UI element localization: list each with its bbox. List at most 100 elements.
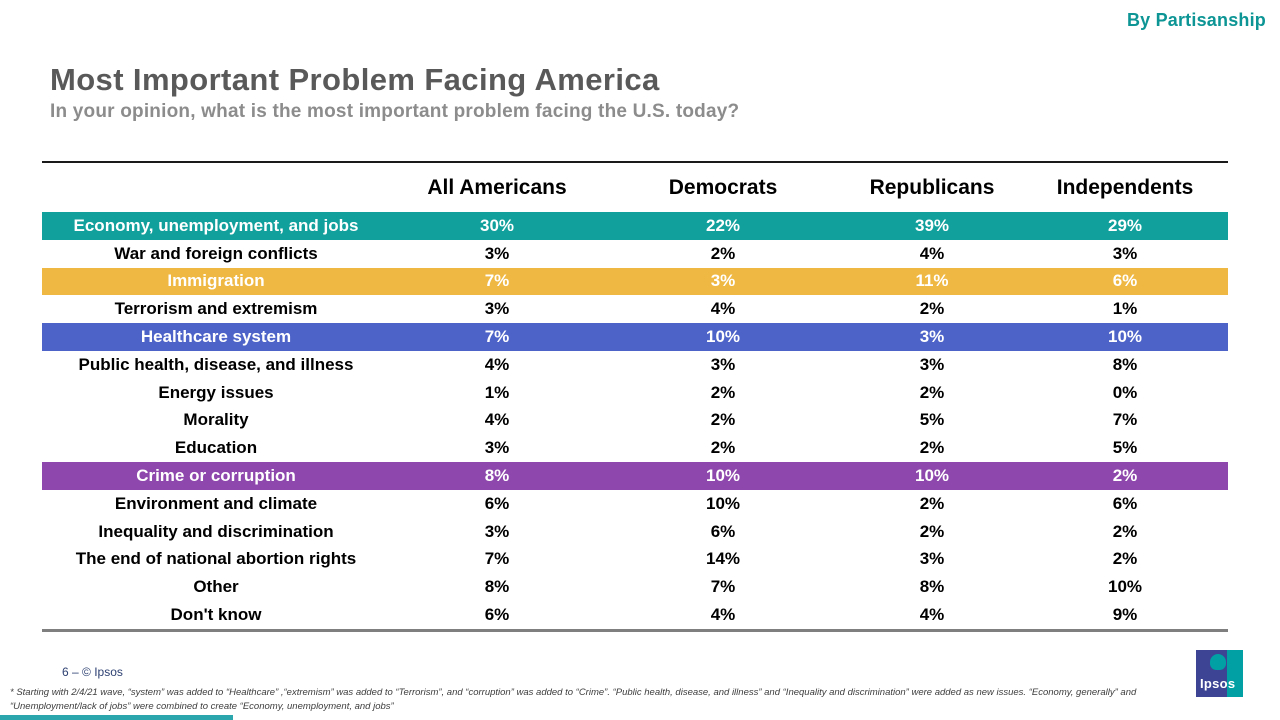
table-row: Public health, disease, and illness 4% 3% 3… xyxy=(42,350,1228,379)
row-label: Education xyxy=(174,438,258,458)
row-value: 8% xyxy=(1112,354,1138,374)
row-value: 2% xyxy=(710,382,736,402)
row-value: 8% xyxy=(919,577,945,597)
row-label: Don't know xyxy=(170,605,262,625)
row-value: 3% xyxy=(1112,243,1138,263)
row-value: 4% xyxy=(710,299,736,319)
row-value: 7% xyxy=(1112,410,1138,430)
row-value: 2% xyxy=(710,243,736,263)
row-value: 2% xyxy=(919,438,945,458)
row-label: The end of national abortion rights xyxy=(75,549,357,569)
row-label: Terrorism and extremism xyxy=(114,299,318,319)
row-value: 3% xyxy=(484,243,510,263)
row-value: 7% xyxy=(710,577,736,597)
row-value: 3% xyxy=(919,354,945,374)
row-label: Energy issues xyxy=(158,382,274,402)
row-value: 10% xyxy=(1107,327,1143,347)
row-value: 7% xyxy=(484,271,510,291)
row-value: 9% xyxy=(1112,605,1138,625)
table-row: Terrorism and extremism 3% 4% 2% 1% xyxy=(42,295,1228,324)
row-value: 6% xyxy=(1112,271,1138,291)
logo-teal-panel xyxy=(1227,650,1243,697)
column-header-republicans: Republicans xyxy=(869,175,995,199)
row-label: War and foreign conflicts xyxy=(114,243,318,263)
row-value: 3% xyxy=(710,271,736,291)
row-value: 4% xyxy=(919,243,945,263)
row-value: 2% xyxy=(919,493,945,513)
row-value: 3% xyxy=(484,521,510,541)
column-header-independents: Independents xyxy=(1056,175,1194,199)
row-value: 3% xyxy=(710,354,736,374)
row-value: 2% xyxy=(919,382,945,402)
row-value: 39% xyxy=(914,215,950,235)
row-value: 3% xyxy=(484,299,510,319)
row-value: 5% xyxy=(919,410,945,430)
table-row: Morality 4% 2% 5% 7% xyxy=(42,406,1228,435)
page-title: Most Important Problem Facing America xyxy=(50,61,660,97)
results-table: All Americans Democrats Republicans Inde… xyxy=(42,161,1228,632)
row-label: Healthcare system xyxy=(140,327,292,347)
row-value: 8% xyxy=(484,577,510,597)
column-header-democrats: Democrats xyxy=(668,175,778,199)
row-value: 6% xyxy=(484,493,510,513)
bottom-accent-strip xyxy=(0,715,233,720)
row-value: 1% xyxy=(484,382,510,402)
row-value: 2% xyxy=(1112,521,1138,541)
row-label: Morality xyxy=(183,410,249,430)
row-value: 4% xyxy=(484,410,510,430)
table-row: Immigration 7% 3% 11% 6% xyxy=(42,267,1228,296)
row-value: 4% xyxy=(710,605,736,625)
table-row: Healthcare system 7% 10% 3% 10% xyxy=(42,323,1228,351)
row-value: 10% xyxy=(705,327,741,347)
row-value: 2% xyxy=(710,410,736,430)
row-value: 8% xyxy=(484,466,510,486)
table-row: Environment and climate 6% 10% 2% 6% xyxy=(42,489,1228,518)
table-row: Don't know 6% 4% 4% 9% xyxy=(42,601,1228,629)
row-label: Economy, unemployment, and jobs xyxy=(73,215,359,235)
row-value: 30% xyxy=(479,215,515,235)
row-value: 10% xyxy=(914,466,950,486)
table-row: Crime or corruption 8% 10% 10% 2% xyxy=(42,462,1228,490)
table-row: The end of national abortion rights 7% 14%… xyxy=(42,545,1228,574)
row-value: 2% xyxy=(919,521,945,541)
row-value: 10% xyxy=(705,466,741,486)
row-value: 6% xyxy=(484,605,510,625)
survey-question-subtitle: In your opinion, what is the most import… xyxy=(50,101,740,122)
row-label: Other xyxy=(193,577,239,597)
logo-wordmark: Ipsos xyxy=(1200,676,1236,691)
row-value: 1% xyxy=(1112,299,1138,319)
row-value: 3% xyxy=(484,438,510,458)
row-label: Crime or corruption xyxy=(136,466,296,486)
row-value: 14% xyxy=(705,549,741,569)
row-value: 2% xyxy=(1112,466,1138,486)
methodology-footnote: * Starting with 2/4/21 wave, “system” wa… xyxy=(10,687,1137,712)
row-value: 3% xyxy=(919,327,945,347)
row-value: 5% xyxy=(1112,438,1138,458)
table-header-row: All Americans Democrats Republicans Inde… xyxy=(42,163,1228,212)
row-value: 6% xyxy=(710,521,736,541)
table-row: Education 3% 2% 2% 5% xyxy=(42,434,1228,463)
logo-face-icon xyxy=(1210,654,1226,670)
row-value: 10% xyxy=(1107,577,1143,597)
row-value: 7% xyxy=(484,327,510,347)
row-value: 7% xyxy=(484,549,510,569)
table-row: Inequality and discrimination 3% 6% 2% 2% xyxy=(42,517,1228,546)
row-value: 0% xyxy=(1112,382,1138,402)
row-value: 2% xyxy=(919,299,945,319)
row-value: 11% xyxy=(915,271,949,291)
row-value: 4% xyxy=(919,605,945,625)
row-label: Immigration xyxy=(167,271,265,291)
row-label: Public health, disease, and illness xyxy=(78,354,354,374)
results-table-body: Economy, unemployment, and jobs 30% 22% 39%… xyxy=(42,212,1228,632)
row-label: Environment and climate xyxy=(114,493,318,513)
row-value: 29% xyxy=(1107,215,1143,235)
row-value: 4% xyxy=(484,354,510,374)
ipsos-logo: Ipsos xyxy=(1196,650,1243,697)
table-row: War and foreign conflicts 3% 2% 4% 3% xyxy=(42,239,1228,268)
table-row: Energy issues 1% 2% 2% 0% xyxy=(42,378,1228,407)
row-value: 3% xyxy=(919,549,945,569)
page-number-copyright: 6 – © Ipsos xyxy=(62,665,123,679)
row-value: 2% xyxy=(1112,549,1138,569)
row-value: 10% xyxy=(705,493,741,513)
corner-label-partisanship: By Partisanship xyxy=(1126,10,1266,30)
